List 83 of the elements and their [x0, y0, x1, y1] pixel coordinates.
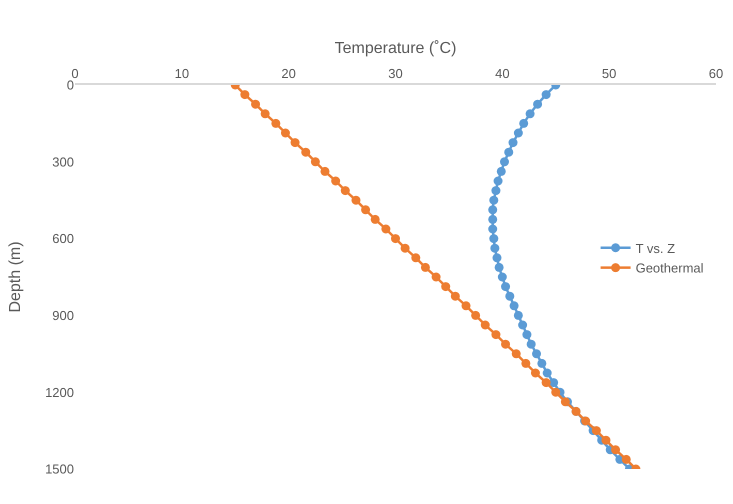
point: [526, 109, 535, 118]
point: [361, 205, 370, 214]
point: [498, 272, 507, 282]
point: [400, 244, 410, 253]
point: [494, 176, 503, 186]
point: [494, 262, 504, 272]
point: [537, 358, 546, 368]
point: [290, 138, 300, 148]
point: [271, 118, 280, 128]
point: [512, 349, 521, 358]
point: [320, 166, 330, 176]
point: [501, 282, 510, 292]
point: [611, 445, 620, 454]
point: [488, 214, 498, 224]
point: [490, 244, 500, 253]
point: [551, 388, 560, 397]
point: [560, 397, 570, 406]
x-tick-label: 40: [495, 66, 510, 81]
point: [331, 176, 340, 186]
point: [532, 349, 542, 358]
x-tick-label: 30: [388, 66, 403, 81]
point: [489, 196, 498, 205]
point: [488, 205, 498, 214]
y-tick-label: 1500: [45, 462, 74, 477]
y-tick-label: 300: [52, 154, 74, 170]
y-tick-label: 900: [52, 308, 74, 323]
point: [480, 320, 490, 330]
point: [508, 138, 518, 148]
point: [530, 368, 540, 378]
point: [514, 310, 523, 320]
point: [381, 224, 390, 234]
point: [522, 330, 532, 340]
point: [432, 272, 441, 282]
point: [510, 301, 519, 310]
point: [491, 330, 500, 340]
point: [301, 148, 310, 157]
point: [601, 436, 610, 445]
point: [351, 196, 360, 205]
y-tick-label: 600: [52, 231, 74, 246]
point: [251, 100, 260, 109]
point: [496, 166, 506, 176]
point: [592, 426, 601, 436]
point: [420, 262, 430, 272]
point: [542, 90, 551, 100]
y-axis-title: Depth (m): [6, 241, 24, 313]
y-tick-label: 0: [66, 78, 74, 93]
point: [514, 128, 523, 138]
point: [622, 454, 631, 464]
point: [462, 301, 471, 310]
point: [489, 234, 498, 244]
point: [505, 292, 514, 301]
x-tick-label: 50: [602, 66, 616, 81]
point: [280, 128, 290, 138]
point: [519, 118, 528, 128]
x-tick-label: 10: [174, 66, 190, 81]
point: [450, 292, 460, 301]
point: [533, 100, 542, 109]
point: [542, 378, 551, 388]
point: [441, 282, 450, 292]
x-tick-label: 60: [708, 66, 724, 81]
point: [411, 253, 420, 262]
point: [504, 148, 514, 157]
y-tick-label: 1200: [45, 384, 74, 400]
point: [491, 186, 500, 196]
legend-label: Geothermal: [636, 260, 704, 276]
point: [492, 253, 502, 262]
point: [518, 320, 528, 330]
legend-label: T vs. Z: [636, 240, 676, 256]
x-axis-title: Temperature (˚C): [334, 40, 456, 58]
point: [240, 90, 250, 100]
point: [391, 234, 400, 244]
x-tick-label: 20: [281, 66, 296, 81]
point: [260, 109, 270, 118]
point: [471, 310, 480, 320]
point: [370, 214, 380, 224]
point: [488, 224, 498, 234]
point: [542, 368, 552, 378]
point: [340, 186, 350, 196]
point: [501, 340, 510, 349]
point: [310, 157, 320, 166]
point: [526, 340, 536, 349]
point: [521, 358, 530, 368]
point: [500, 157, 509, 166]
